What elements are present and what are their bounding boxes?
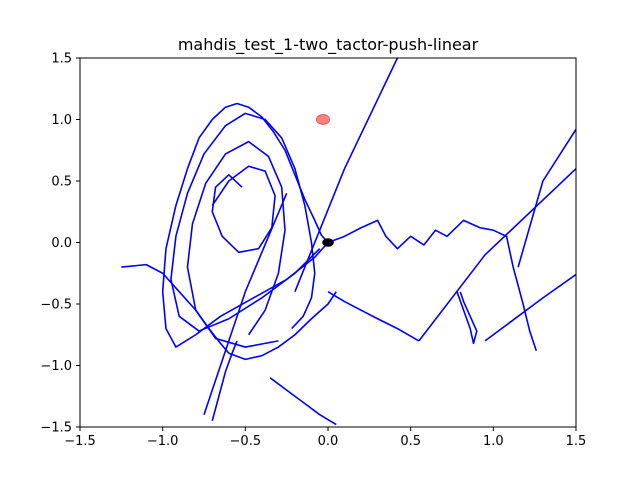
x-tick-label: 1.0	[483, 434, 504, 449]
trajectory-line-4	[121, 263, 230, 354]
target-marker	[316, 114, 331, 125]
trajectory-line-14	[456, 291, 478, 345]
x-tick-label: −1.5	[64, 434, 96, 449]
x-tick-label: −1.0	[147, 434, 179, 449]
y-tick-label: −1.5	[40, 421, 72, 436]
y-tick-label: 1.5	[51, 52, 72, 67]
y-tick-label: 0.5	[51, 175, 72, 190]
trajectory-line-9	[203, 192, 288, 415]
trajectory-line-6	[211, 340, 238, 422]
trajectory-line-1	[170, 112, 321, 332]
trajectory-line-7	[269, 377, 337, 426]
x-tick-label: 0.5	[400, 434, 421, 449]
y-tick-label: −0.5	[40, 298, 72, 313]
chart-title: mahdis_test_1-two_tactor-push-linear	[178, 35, 479, 55]
trajectory-line-15	[327, 291, 420, 342]
trajectory-line-0	[161, 102, 329, 348]
x-tick-label: 0.0	[318, 434, 339, 449]
origin-marker	[322, 238, 334, 247]
trajectory-line-8	[294, 58, 399, 292]
y-tick-label: −1.0	[40, 359, 72, 374]
trajectory-line-2	[186, 140, 286, 348]
x-tick-label: −0.5	[230, 434, 262, 449]
trajectory-line-5	[228, 291, 337, 361]
y-tick-label: 1.0	[51, 113, 72, 128]
trajectory-line-11	[418, 168, 576, 342]
trajectory-line-10	[327, 219, 538, 351]
trajectory-line-3	[211, 165, 276, 254]
trajectory-line-13	[517, 128, 576, 268]
y-tick-label: 0.0	[51, 236, 72, 251]
x-tick-label: 1.5	[566, 434, 587, 449]
trajectory-line-12	[484, 273, 576, 342]
